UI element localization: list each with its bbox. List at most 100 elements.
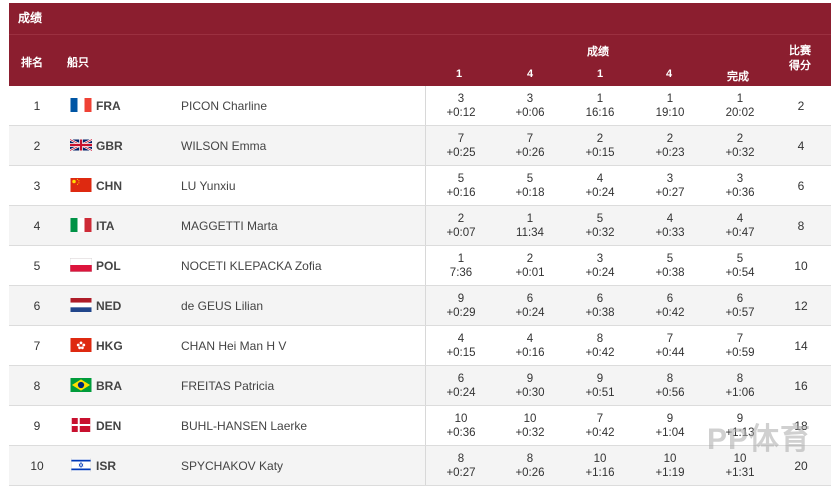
race-time: +0:59 (725, 346, 755, 359)
race-position: 8 (526, 452, 534, 465)
race-time: +0:15 (446, 346, 476, 359)
race-result-cell: 3 +0:12 (426, 86, 496, 125)
race-time: +0:32 (585, 226, 615, 239)
results-table: 成绩 排名 船只 成绩 1 4 1 4 完成 比赛 得分 1 FRA PICON C… (9, 3, 831, 486)
race-position: 1 (736, 92, 744, 105)
fr-flag-icon (70, 98, 92, 112)
race-result-cell: 3 +0:24 (565, 246, 635, 285)
column-divider (425, 126, 426, 165)
race-position: 2 (596, 132, 604, 145)
race-time: +0:29 (446, 306, 476, 319)
race-result-cell: 7 +0:59 (705, 326, 775, 365)
country-code: ISR (96, 458, 117, 473)
column-divider (425, 286, 426, 325)
country-code: NED (96, 298, 122, 313)
race-position: 6 (457, 372, 465, 385)
race-position: 6 (526, 292, 534, 305)
race-position: 7 (457, 132, 465, 145)
race-time: +0:12 (446, 106, 476, 119)
race-position: 1 (666, 92, 674, 105)
race-position: 2 (736, 132, 744, 145)
race-position: 6 (666, 292, 674, 305)
race-position: 1 (526, 212, 534, 225)
points-cell: 8 (797, 218, 805, 233)
race-position: 7 (736, 332, 744, 345)
race-result-cell: 2 +0:32 (705, 126, 775, 165)
race-position: 4 (736, 212, 744, 225)
sailor-name: SPYCHAKOV Katy (181, 458, 284, 473)
sailor-name: LU Yunxiu (181, 178, 236, 193)
section-title: 成绩 (9, 3, 831, 34)
race-result-cell: 6 +0:57 (705, 286, 775, 325)
race-time: +0:24 (585, 186, 615, 199)
race-result-cell: 10 +1:19 (635, 446, 705, 485)
race-result-cell: 8 +0:56 (635, 366, 705, 405)
sailor-name: NOCETI KLEPACKA Zofia (181, 258, 322, 273)
it-flag-icon (70, 218, 92, 232)
race-position: 1 (596, 92, 604, 105)
table-row: 10 ISR SPYCHAKOV Katy 8 +0:27 8 +0:26 10 +1:16 10… (9, 446, 831, 486)
sailor-name: de GEUS Lilian (181, 298, 264, 313)
country-code: POL (96, 258, 121, 273)
race-position: 3 (457, 92, 465, 105)
br-flag-icon (70, 378, 92, 392)
race-time: +0:23 (655, 146, 685, 159)
race-time: +0:18 (515, 186, 545, 199)
race-result-cell: 9 +0:29 (426, 286, 496, 325)
race-time: +0:06 (515, 106, 545, 119)
sailor-name: FREITAS Patricia (181, 378, 275, 393)
race-time: +0:47 (725, 226, 755, 239)
il-flag-icon (70, 457, 92, 473)
header-finish: 完成 (727, 71, 749, 83)
header-race-2: 4 (527, 68, 534, 80)
race-time: +0:16 (515, 346, 545, 359)
race-result-cell: 9 +0:30 (495, 366, 565, 405)
race-position: 8 (736, 372, 744, 385)
race-time: +0:24 (446, 386, 476, 399)
race-time: +0:15 (585, 146, 615, 159)
race-time: +1:13 (725, 426, 755, 439)
race-time: +0:27 (655, 186, 685, 199)
race-position: 7 (666, 332, 674, 345)
race-position: 9 (526, 372, 534, 385)
sailor-name: CHAN Hei Man H V (181, 338, 287, 353)
country-code: ITA (96, 218, 115, 233)
race-result-cell: 5 +0:16 (426, 166, 496, 205)
race-position: 8 (596, 332, 604, 345)
race-position: 9 (666, 412, 674, 425)
race-time: +0:01 (515, 266, 545, 279)
race-time: 20:02 (725, 106, 755, 119)
rank-cell: 8 (33, 378, 41, 393)
points-cell: 14 (794, 338, 808, 353)
race-position: 4 (457, 332, 465, 345)
table-body: 1 FRA PICON Charline 3 +0:12 3 +0:06 1 16:16 1 19:… (9, 86, 831, 486)
race-result-cell: 10 +1:31 (705, 446, 775, 485)
race-position: 9 (457, 292, 465, 305)
rank-cell: 9 (33, 418, 41, 433)
race-position: 4 (666, 212, 674, 225)
race-position: 5 (526, 172, 534, 185)
table-row: 1 FRA PICON Charline 3 +0:12 3 +0:06 1 16:16 1 19:… (9, 86, 831, 126)
race-position: 3 (596, 252, 604, 265)
race-result-cell: 3 +0:36 (705, 166, 775, 205)
country-code: FRA (96, 98, 121, 113)
header-boat: 船只 (67, 57, 89, 69)
header-rank: 排名 (21, 57, 43, 69)
header-points-2: 得分 (789, 60, 811, 72)
race-result-cell: 8 +0:27 (426, 446, 496, 485)
race-position: 6 (596, 292, 604, 305)
race-result-cell: 6 +0:24 (495, 286, 565, 325)
race-time: +0:24 (515, 306, 545, 319)
race-result-cell: 1 11:34 (495, 206, 565, 245)
race-result-cell: 5 +0:32 (565, 206, 635, 245)
race-time: +0:42 (585, 426, 615, 439)
race-time: +0:38 (655, 266, 685, 279)
table-row: 2 GBR WILSON Emma 7 +0:25 7 +0:26 2 +0:15 2 +0:23 2… (9, 126, 831, 166)
race-result-cell: 5 +0:18 (495, 166, 565, 205)
country-code: CHN (96, 178, 122, 193)
race-result-cell: 9 +1:04 (635, 406, 705, 445)
race-time: +0:26 (515, 466, 545, 479)
race-position: 10 (663, 452, 677, 465)
race-position: 1 (457, 252, 465, 265)
country-code: BRA (96, 378, 122, 393)
